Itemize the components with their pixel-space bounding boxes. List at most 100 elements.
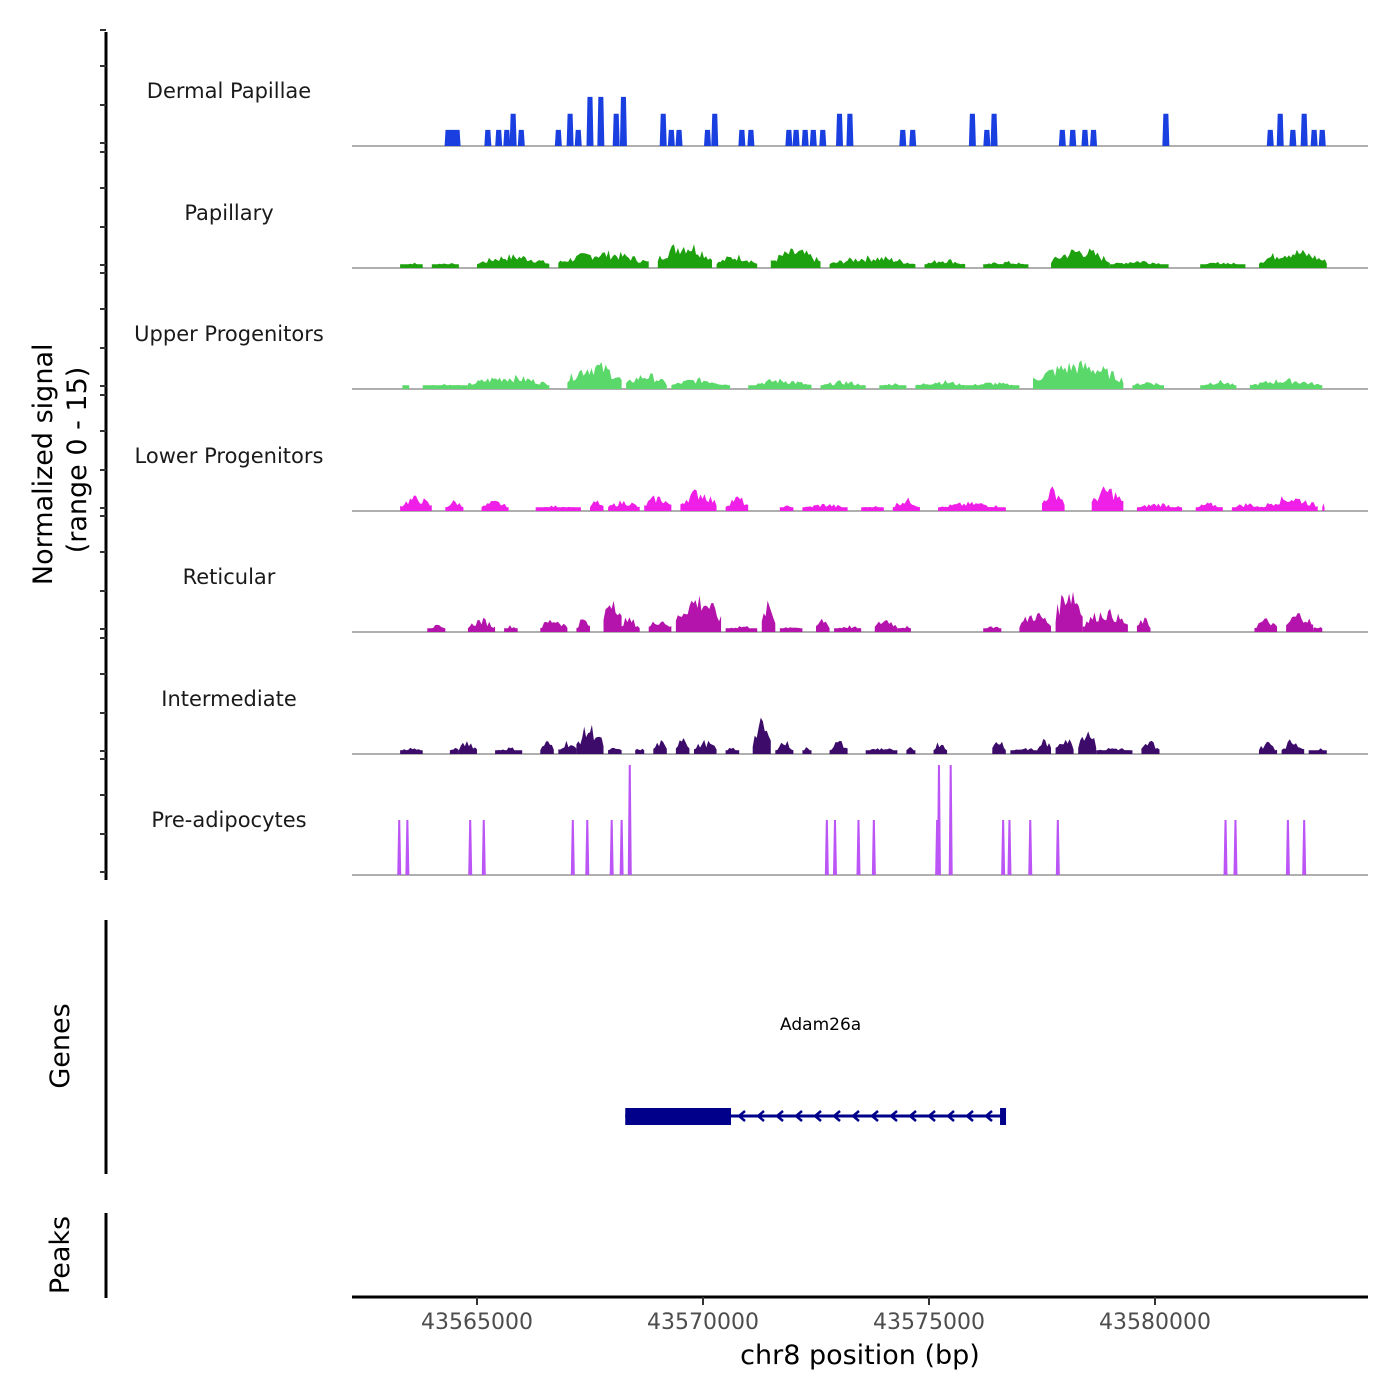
- signal-peak: [619, 96, 627, 146]
- signal-region: [603, 600, 622, 632]
- signal-peak: [836, 113, 844, 146]
- strand-arrow-icon: [908, 1110, 917, 1122]
- signal-region: [467, 617, 496, 632]
- signal-peak: [619, 820, 624, 875]
- strand-arrow-icon: [832, 1110, 841, 1122]
- signal-region: [1195, 502, 1223, 511]
- signal-region: [879, 383, 907, 389]
- signal-region: [476, 254, 550, 268]
- signal-peak: [801, 129, 809, 146]
- genes-track: Adam26a: [625, 1015, 1007, 1125]
- signal-region: [1091, 486, 1124, 511]
- signal-peak: [983, 129, 991, 146]
- signal-peak: [1007, 820, 1012, 875]
- signal-peak: [1289, 129, 1297, 146]
- signal-region: [644, 495, 672, 511]
- signal-region: [725, 496, 749, 511]
- signal-peak: [1310, 129, 1318, 146]
- signal-region: [892, 497, 920, 511]
- signal-region: [770, 248, 821, 268]
- signal-region: [761, 600, 776, 632]
- signal-peak: [453, 129, 461, 146]
- track-intermediate: Intermediate: [161, 687, 1368, 755]
- signal-peak: [468, 820, 473, 875]
- gene-exon: [625, 1108, 732, 1125]
- signal-region: [1082, 609, 1128, 632]
- strand-arrow-icon: [889, 1110, 898, 1122]
- signal-peak: [667, 129, 675, 146]
- signal-region: [671, 377, 731, 389]
- signal-region: [861, 506, 884, 511]
- track-upper-progenitors: Upper Progenitors: [134, 322, 1368, 390]
- signal-region: [1200, 379, 1237, 389]
- signal-region: [829, 255, 916, 268]
- strand-arrow-icon: [870, 1110, 879, 1122]
- track-label: Intermediate: [161, 687, 297, 711]
- signal-region: [467, 374, 550, 389]
- signal-peak: [1055, 820, 1060, 875]
- signal-region: [1263, 496, 1318, 511]
- signal-region: [680, 489, 717, 511]
- signal-peak: [846, 113, 854, 146]
- strand-arrow-icon: [756, 1110, 765, 1122]
- peaks-track-title: Peaks: [45, 1216, 76, 1294]
- signal-region: [458, 741, 477, 754]
- signal-peak: [704, 129, 712, 146]
- track-reticular: Reticular: [183, 565, 1368, 633]
- signal-region: [400, 262, 423, 268]
- signal-region: [567, 361, 622, 389]
- y-axis-ticks: [100, 29, 106, 873]
- signal-region: [1313, 627, 1323, 632]
- signal-region: [1109, 261, 1169, 268]
- signal-region: [1231, 503, 1264, 511]
- signal-region: [1136, 617, 1151, 632]
- signal-peak: [554, 129, 562, 146]
- signal-peak: [819, 129, 827, 146]
- signal-region: [815, 618, 830, 632]
- track-label: Upper Progenitors: [134, 322, 324, 346]
- signal-region: [608, 500, 640, 511]
- signal-region: [481, 500, 509, 511]
- signal-region: [1051, 248, 1110, 268]
- signal-peak: [990, 113, 998, 146]
- signal-peak: [1001, 820, 1006, 875]
- signal-peak: [809, 129, 817, 146]
- signal-region: [617, 617, 640, 632]
- signal-region: [1141, 740, 1160, 754]
- strand-arrow-icon: [851, 1110, 860, 1122]
- signal-peak: [517, 129, 525, 146]
- x-axis-ticks: 43565000 43570000 43575000 43580000: [421, 1297, 1211, 1335]
- track-papillary: Papillary: [184, 201, 1368, 269]
- y-axis-title-line-1: Normalized signal: [28, 344, 59, 586]
- signal-region: [802, 503, 848, 511]
- strand-arrow-icon: [794, 1110, 803, 1122]
- signal-region: [1322, 503, 1325, 511]
- track-label: Reticular: [183, 565, 276, 589]
- track-dermal-papillae: Dermal Papillae: [147, 79, 1368, 147]
- track-label: Dermal Papillae: [147, 79, 311, 103]
- signal-region: [915, 380, 966, 389]
- strand-arrow-icon: [946, 1110, 955, 1122]
- signal-peak: [397, 820, 402, 875]
- signal-tracks: Dermal Papillae Papillary Upper Progenitor…: [134, 79, 1368, 876]
- signal-region: [1032, 360, 1124, 389]
- signal-peak: [711, 113, 719, 146]
- signal-region: [1281, 739, 1305, 754]
- signal-region: [775, 741, 794, 754]
- signal-peak: [586, 96, 594, 146]
- signal-peak: [968, 113, 976, 146]
- signal-peak: [899, 129, 907, 146]
- signal-peak: [1090, 129, 1098, 146]
- signal-peak: [597, 96, 605, 146]
- signal-peak: [1300, 113, 1308, 146]
- signal-region: [653, 740, 667, 754]
- signal-peak: [1162, 113, 1170, 146]
- signal-peak: [1069, 129, 1077, 146]
- signal-region: [802, 747, 812, 754]
- signal-region: [725, 626, 758, 632]
- track-label: Pre-adipocytes: [151, 808, 306, 832]
- strand-arrow-icon: [984, 1110, 993, 1122]
- signal-peak: [792, 129, 800, 146]
- signal-region: [431, 263, 459, 268]
- signal-region: [965, 382, 1020, 389]
